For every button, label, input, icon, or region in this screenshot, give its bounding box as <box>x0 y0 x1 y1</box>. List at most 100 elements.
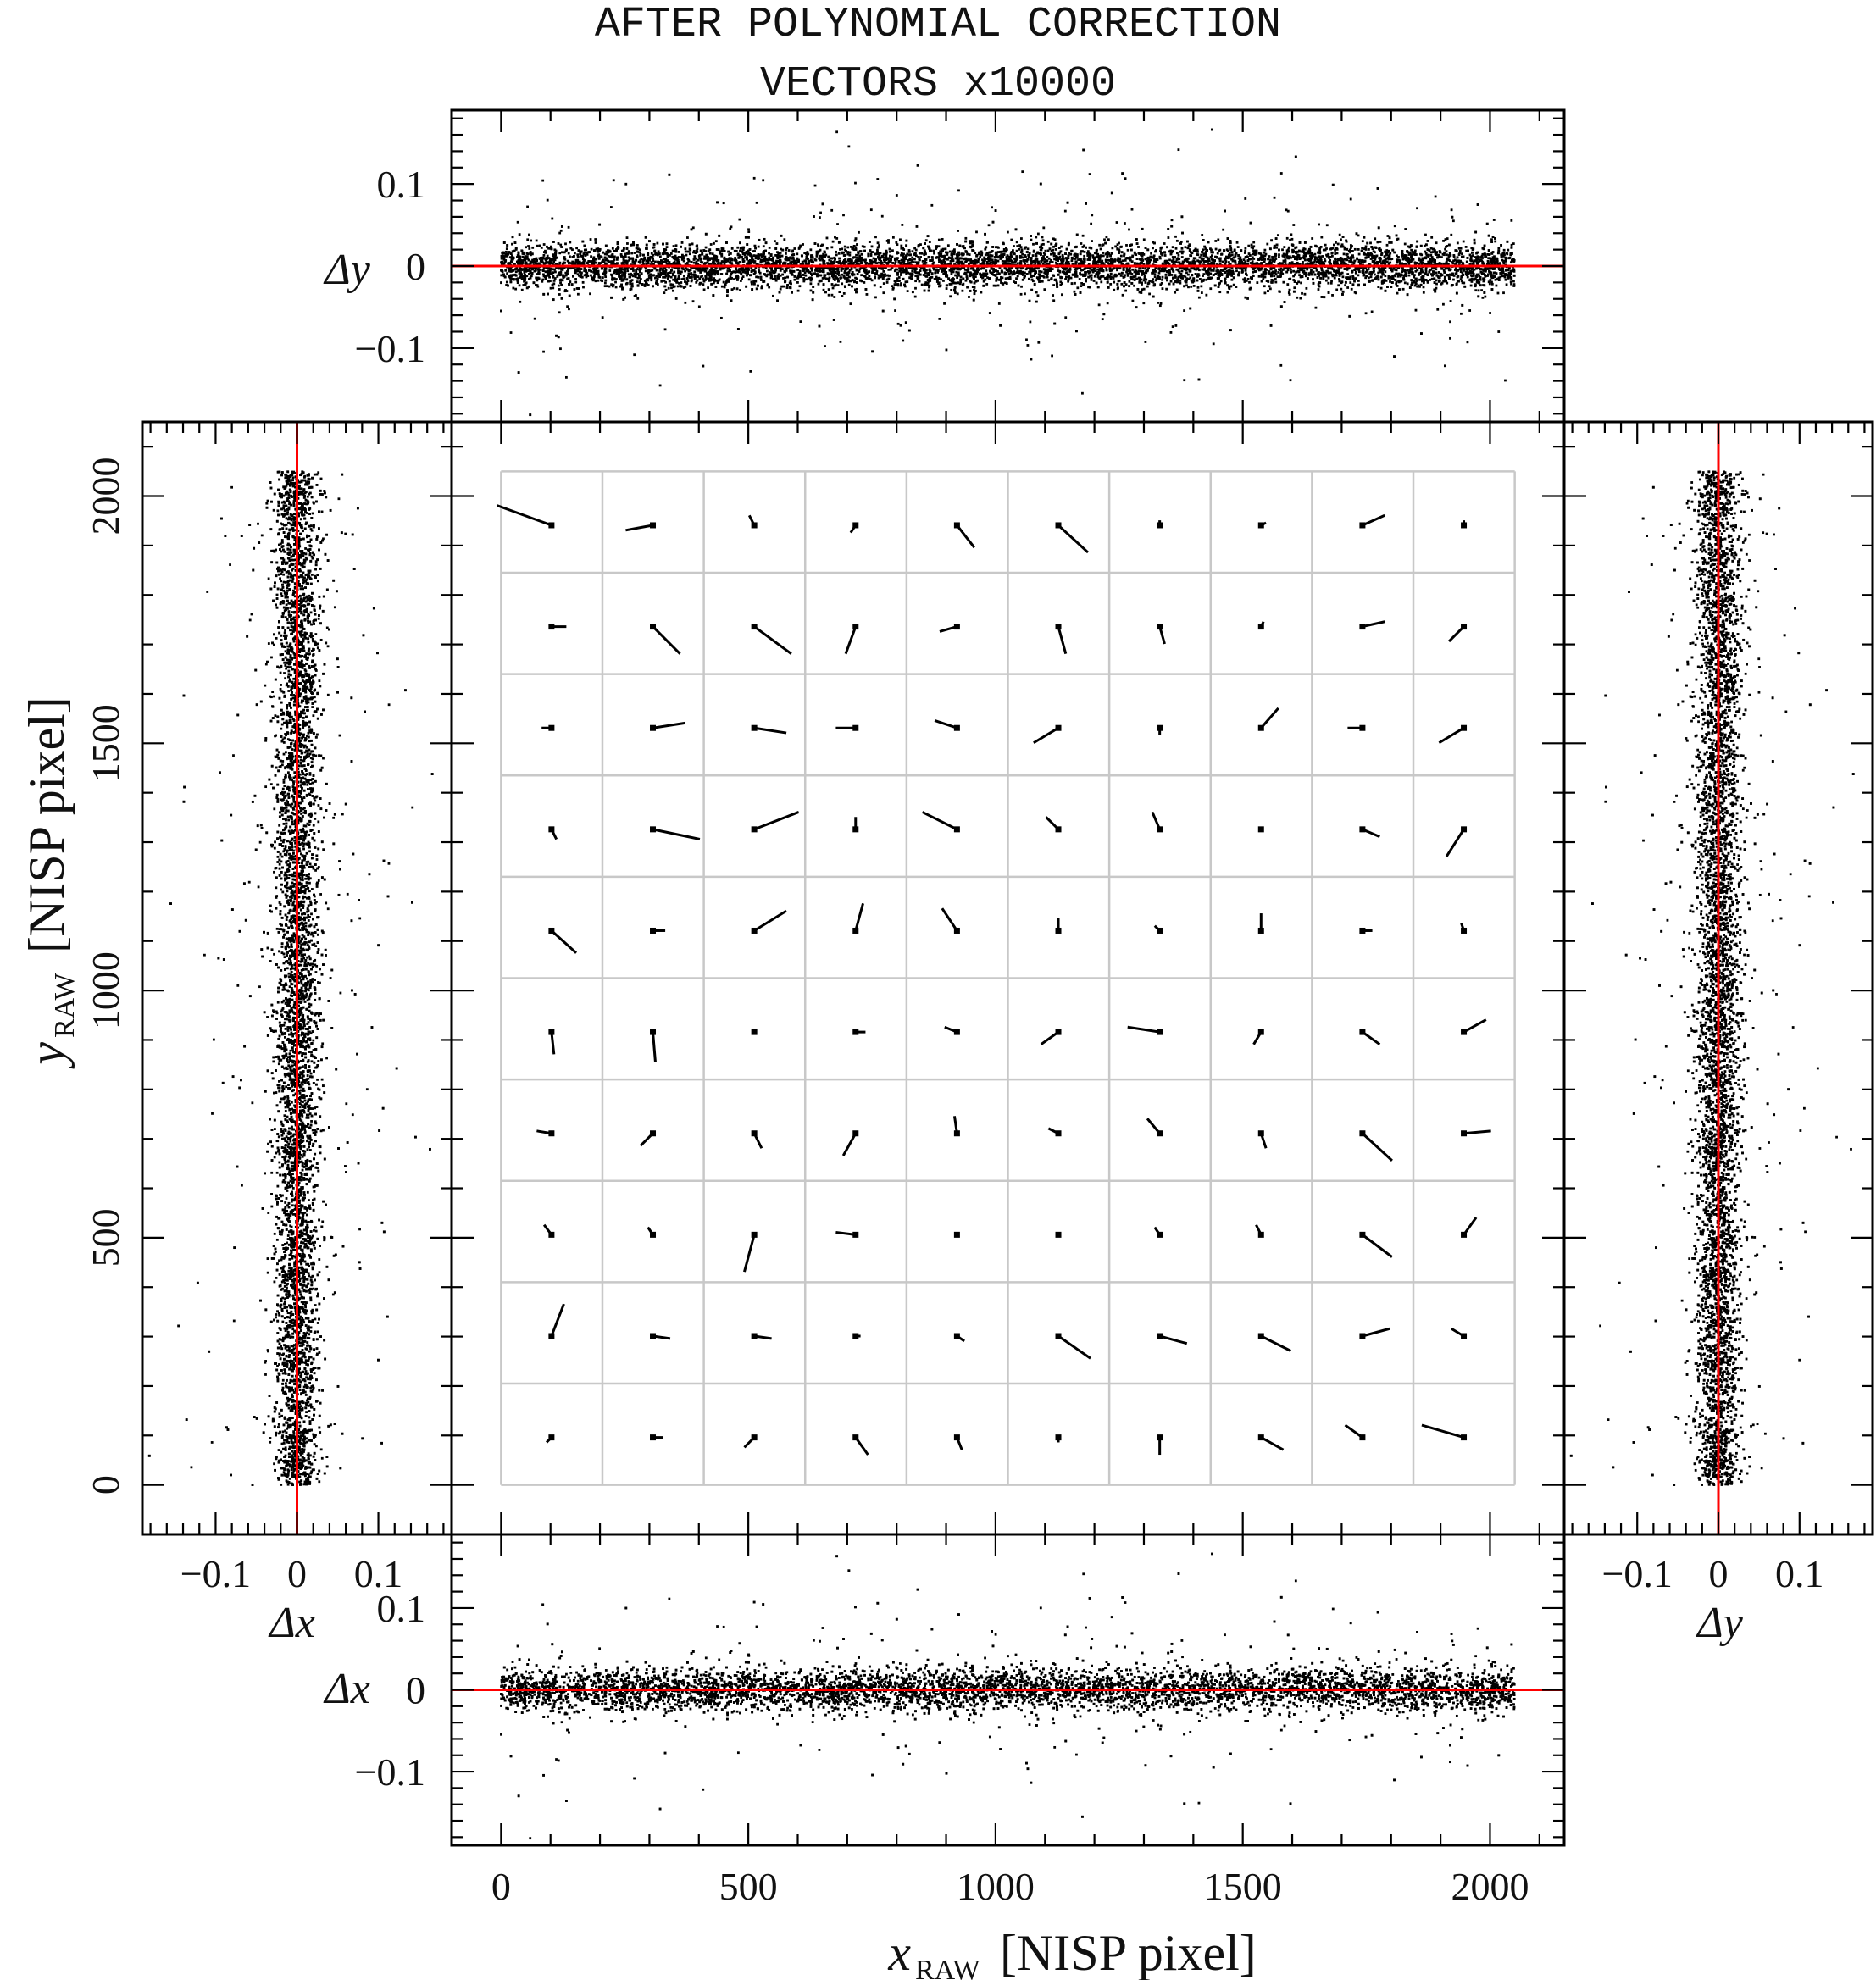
residual-point <box>1418 279 1421 281</box>
residual-point <box>1277 271 1279 274</box>
residual-point <box>527 245 530 247</box>
residual-point <box>536 245 539 247</box>
residual-point <box>1165 288 1168 291</box>
residual-point <box>547 199 549 202</box>
residual-point <box>665 289 668 291</box>
residual-point <box>1419 253 1422 256</box>
residual-point <box>827 256 830 258</box>
residual-point <box>949 251 952 253</box>
residual-point <box>1035 236 1037 239</box>
residual-point <box>1210 269 1213 272</box>
residual-point <box>1098 244 1101 247</box>
residual-point <box>1357 248 1360 251</box>
residual-point <box>1209 247 1212 250</box>
residual-point <box>949 283 952 286</box>
residual-point <box>1401 270 1403 273</box>
residual-point <box>1344 284 1346 286</box>
residual-point <box>1423 286 1425 288</box>
residual-point <box>1032 254 1035 257</box>
residual-point <box>887 269 890 271</box>
residual-point <box>663 291 665 294</box>
residual-point <box>1131 208 1134 211</box>
residual-point <box>810 282 813 285</box>
residual-point <box>1361 250 1363 252</box>
residual-point <box>1015 277 1018 280</box>
residual-point <box>1120 255 1123 258</box>
residual-point <box>1074 258 1077 260</box>
residual-point <box>794 279 796 281</box>
residual-point <box>564 242 567 245</box>
residual-point <box>1273 275 1275 277</box>
residual-point <box>665 275 668 277</box>
residual-point <box>574 278 577 280</box>
residual-point <box>723 281 725 284</box>
residual-point <box>1162 287 1164 290</box>
residual-point <box>1050 253 1052 256</box>
residual-point <box>1444 248 1446 251</box>
residual-point <box>940 278 942 280</box>
residual-point <box>1287 210 1290 213</box>
residual-point <box>613 250 615 252</box>
residual-point <box>1449 337 1451 340</box>
residual-point <box>1201 234 1203 236</box>
residual-point <box>1354 291 1357 294</box>
residual-point <box>840 341 842 343</box>
residual-point <box>1081 392 1084 395</box>
residual-point <box>1304 293 1307 296</box>
residual-point <box>720 263 723 265</box>
residual-point <box>1358 253 1361 256</box>
residual-point <box>947 244 950 247</box>
residual-point <box>1278 256 1280 258</box>
residual-point <box>1293 286 1296 289</box>
residual-point <box>824 345 826 347</box>
residual-point <box>689 252 691 255</box>
residual-point <box>805 275 808 277</box>
residual-point <box>1435 196 1437 198</box>
residual-point <box>846 246 849 248</box>
residual-point <box>1470 285 1473 287</box>
residual-point <box>1327 282 1329 285</box>
residual-point <box>559 281 562 284</box>
residual-point <box>1444 278 1446 280</box>
residual-point <box>1157 302 1159 304</box>
residual-point <box>1442 303 1445 306</box>
residual-point <box>1418 263 1421 265</box>
residual-point <box>796 281 799 284</box>
residual-point <box>849 302 852 305</box>
residual-point <box>604 285 607 287</box>
residual-point <box>636 297 639 300</box>
residual-point <box>748 278 751 280</box>
residual-point <box>1453 256 1456 258</box>
residual-point <box>1415 309 1418 312</box>
residual-point <box>1091 254 1094 257</box>
residual-point <box>891 256 893 258</box>
residual-point <box>988 224 991 226</box>
residual-point <box>1174 324 1177 327</box>
residual-point <box>1308 274 1311 276</box>
residual-point <box>889 248 891 251</box>
residual-point <box>1278 269 1280 271</box>
residual-point <box>1085 278 1087 280</box>
residual-point <box>831 283 834 286</box>
residual-point <box>724 286 726 289</box>
residual-point <box>974 292 976 295</box>
residual-point <box>558 311 561 313</box>
residual-point <box>1047 241 1050 243</box>
residual-point <box>1503 249 1506 252</box>
residual-point <box>724 250 726 252</box>
residual-point <box>997 285 1000 287</box>
residual-point <box>1024 256 1027 258</box>
residual-point <box>1007 231 1009 234</box>
residual-point <box>1052 275 1055 277</box>
residual-point <box>734 257 736 259</box>
residual-point <box>1202 273 1205 275</box>
residual-point <box>1468 309 1471 312</box>
residual-point <box>1020 293 1023 296</box>
residual-point <box>1193 285 1196 287</box>
residual-point <box>1460 313 1463 315</box>
residual-point <box>526 206 529 208</box>
residual-point <box>1202 239 1205 241</box>
residual-point <box>720 317 723 319</box>
residual-point <box>831 294 834 297</box>
residual-point <box>1480 289 1483 291</box>
